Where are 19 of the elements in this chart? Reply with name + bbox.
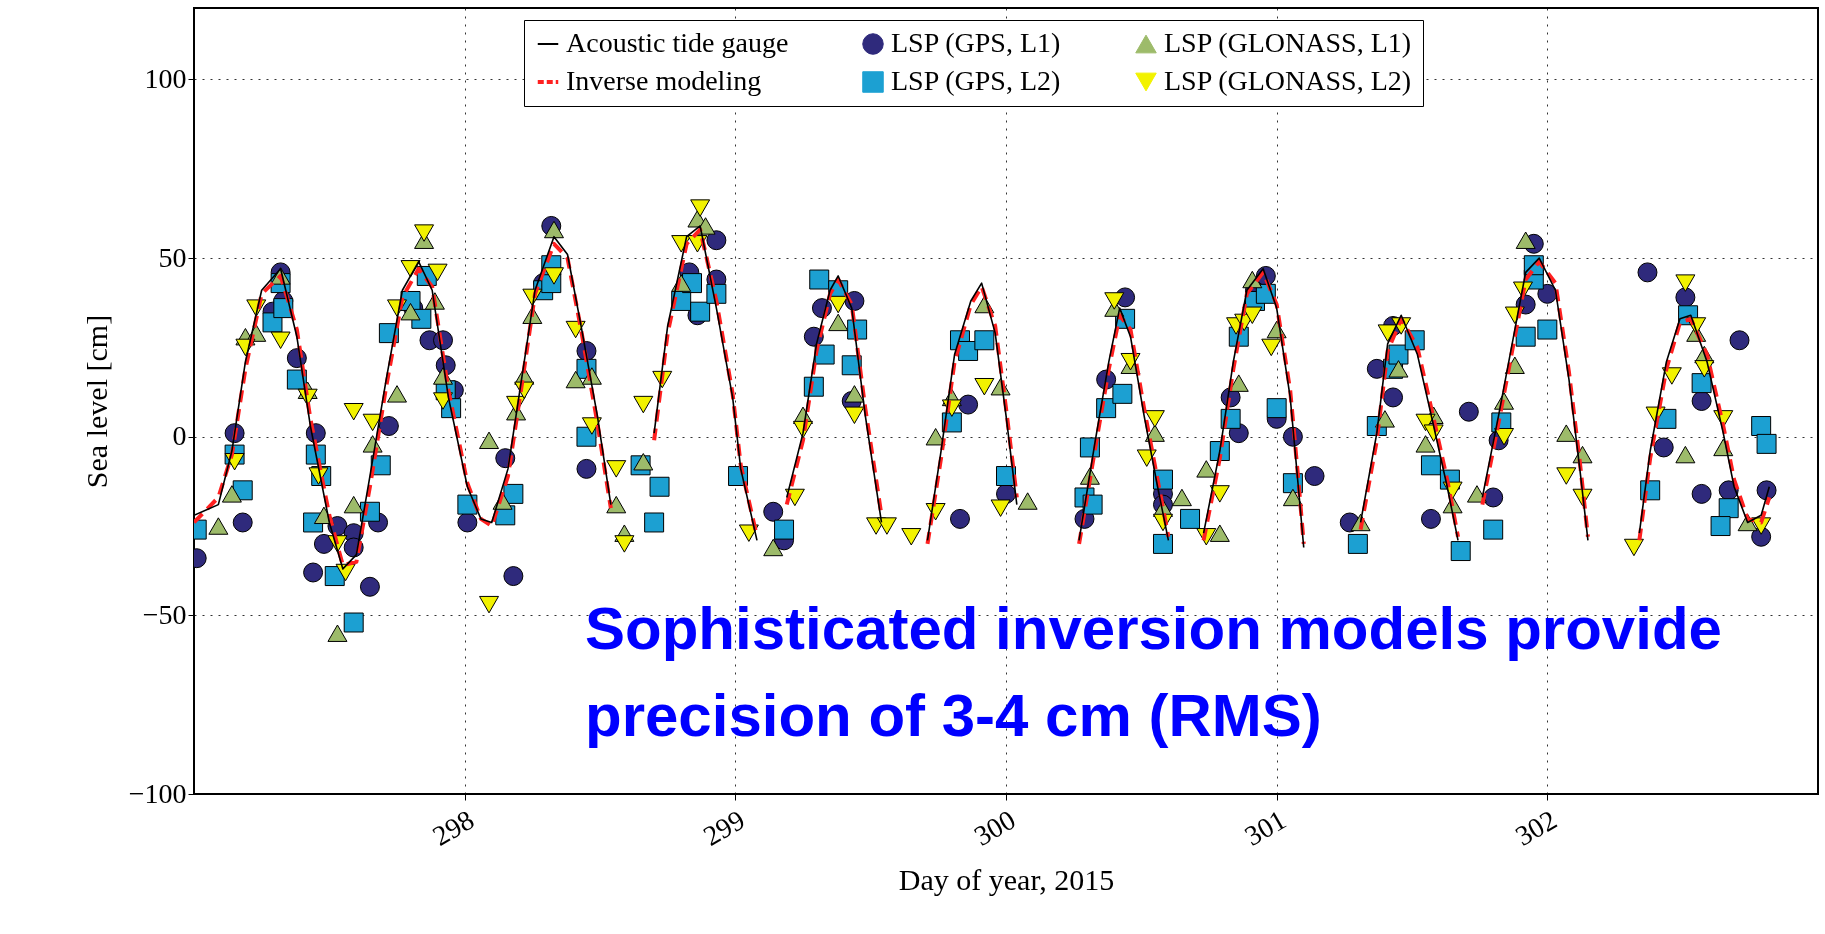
legend-label: Acoustic tide gauge xyxy=(566,27,789,58)
legend-label: LSP (GLONASS, L1) xyxy=(1164,27,1412,58)
x-tick-label: 300 xyxy=(968,803,1021,852)
x-tick-label: 298 xyxy=(427,803,480,852)
legend-label: LSP (GPS, L2) xyxy=(891,65,1061,96)
y-tick-label: −50 xyxy=(142,598,187,630)
annotation: Sophisticated inversion models provide precision of 3-4 cm (RMS) xyxy=(585,594,1723,751)
x-axis-title: Day of year, 2015 xyxy=(898,862,1115,896)
x-tick-label: 299 xyxy=(697,803,750,852)
legend-label: Inverse modeling xyxy=(566,65,762,96)
legend-label: LSP (GPS, L1) xyxy=(891,27,1061,58)
y-tick-label: 100 xyxy=(144,62,187,94)
y-axis-title: Sea level [cm] xyxy=(79,314,113,489)
x-tick-label: 301 xyxy=(1239,803,1292,852)
x-tick-label: 302 xyxy=(1509,803,1562,852)
y-tick-label: −100 xyxy=(128,777,187,809)
y-tick-label: 0 xyxy=(172,420,187,452)
legend-label: LSP (GLONASS, L2) xyxy=(1164,65,1412,96)
y-tick-label: 50 xyxy=(158,241,187,273)
